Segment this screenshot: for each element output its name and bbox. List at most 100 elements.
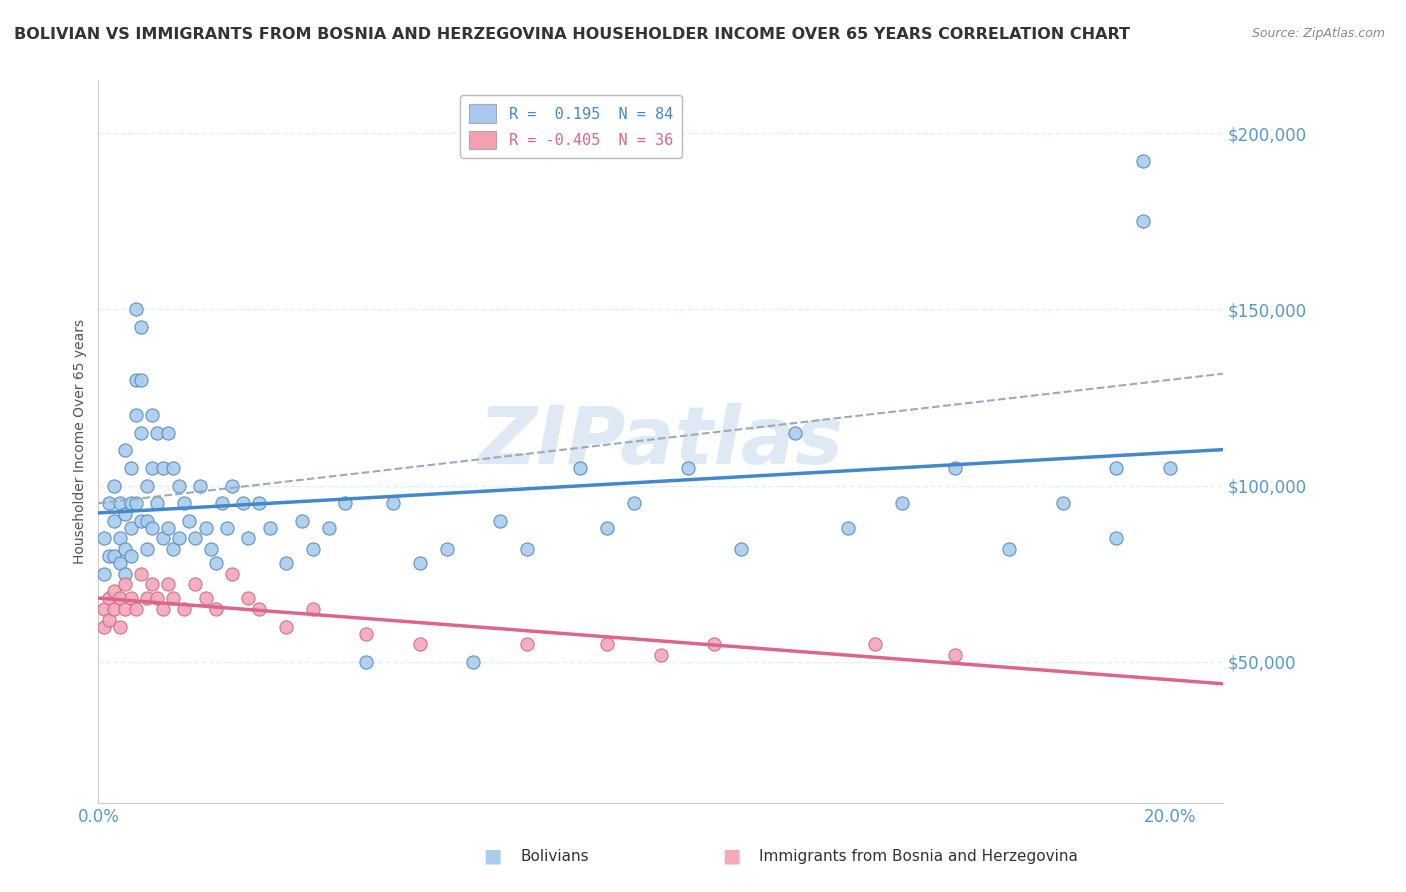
Point xyxy=(184,532,207,546)
Legend: R =  0.195  N = 84, R = -0.405  N = 36: R = 0.195 N = 84, R = -0.405 N = 36 xyxy=(460,95,682,159)
Point xyxy=(135,514,157,528)
Point xyxy=(179,514,201,528)
Point xyxy=(141,408,163,422)
Point xyxy=(1105,461,1128,475)
Point xyxy=(114,507,136,521)
Point xyxy=(409,637,432,651)
Point xyxy=(221,478,243,492)
Point xyxy=(114,443,136,458)
Point xyxy=(301,542,323,557)
Point xyxy=(114,566,136,581)
Point xyxy=(98,496,121,510)
Point xyxy=(108,496,131,510)
Point xyxy=(1132,214,1154,228)
Point xyxy=(596,637,619,651)
Point xyxy=(120,521,142,535)
Point xyxy=(146,425,169,440)
Point xyxy=(703,637,725,651)
Point xyxy=(98,591,121,606)
Point xyxy=(120,591,142,606)
Point xyxy=(162,461,184,475)
Point xyxy=(676,461,699,475)
Point xyxy=(205,556,228,570)
Point xyxy=(516,637,538,651)
Point xyxy=(232,496,254,510)
Point xyxy=(167,478,190,492)
Point xyxy=(103,602,125,616)
Point xyxy=(152,532,174,546)
Point xyxy=(1159,461,1181,475)
Point xyxy=(162,591,184,606)
Point xyxy=(333,496,356,510)
Point xyxy=(146,496,169,510)
Point xyxy=(274,619,297,633)
Point xyxy=(463,655,485,669)
Point xyxy=(141,461,163,475)
Point xyxy=(238,591,260,606)
Point xyxy=(259,521,281,535)
Text: ZIPatlas: ZIPatlas xyxy=(478,402,844,481)
Point xyxy=(516,542,538,557)
Point xyxy=(125,373,148,387)
Point xyxy=(125,496,148,510)
Point xyxy=(184,577,207,591)
Point xyxy=(382,496,405,510)
Point xyxy=(98,613,121,627)
Point xyxy=(125,302,148,317)
Point xyxy=(247,496,270,510)
Point xyxy=(205,602,228,616)
Point xyxy=(1132,154,1154,169)
Point xyxy=(890,496,912,510)
Point xyxy=(215,521,238,535)
Point xyxy=(157,425,180,440)
Point xyxy=(103,549,125,563)
Point xyxy=(1105,532,1128,546)
Point xyxy=(569,461,592,475)
Point xyxy=(194,591,217,606)
Point xyxy=(129,373,152,387)
Point xyxy=(1052,496,1074,510)
Text: Source: ZipAtlas.com: Source: ZipAtlas.com xyxy=(1251,27,1385,40)
Point xyxy=(837,521,859,535)
Point xyxy=(93,566,115,581)
Point xyxy=(238,532,260,546)
Point xyxy=(108,619,131,633)
Point xyxy=(152,602,174,616)
Point xyxy=(135,542,157,557)
Point xyxy=(98,549,121,563)
Point xyxy=(114,577,136,591)
Point xyxy=(945,461,967,475)
Point xyxy=(93,532,115,546)
Point xyxy=(354,626,377,640)
Text: Immigrants from Bosnia and Herzegovina: Immigrants from Bosnia and Herzegovina xyxy=(759,849,1078,863)
Point xyxy=(194,521,217,535)
Point xyxy=(436,542,458,557)
Point xyxy=(623,496,645,510)
Text: ■: ■ xyxy=(482,847,502,866)
Point xyxy=(129,566,152,581)
Point xyxy=(108,532,131,546)
Point xyxy=(863,637,886,651)
Point xyxy=(291,514,314,528)
Point xyxy=(157,577,180,591)
Point xyxy=(103,584,125,599)
Point xyxy=(125,408,148,422)
Point xyxy=(318,521,340,535)
Point xyxy=(108,591,131,606)
Text: Bolivians: Bolivians xyxy=(520,849,589,863)
Point xyxy=(129,425,152,440)
Point xyxy=(274,556,297,570)
Point xyxy=(93,602,115,616)
Point xyxy=(489,514,512,528)
Point xyxy=(129,514,152,528)
Y-axis label: Householder Income Over 65 years: Householder Income Over 65 years xyxy=(73,319,87,564)
Point xyxy=(120,549,142,563)
Point xyxy=(200,542,222,557)
Point xyxy=(409,556,432,570)
Point xyxy=(173,496,195,510)
Text: BOLIVIAN VS IMMIGRANTS FROM BOSNIA AND HERZEGOVINA HOUSEHOLDER INCOME OVER 65 YE: BOLIVIAN VS IMMIGRANTS FROM BOSNIA AND H… xyxy=(14,27,1130,42)
Point xyxy=(221,566,243,581)
Point xyxy=(108,556,131,570)
Point xyxy=(945,648,967,662)
Point xyxy=(141,577,163,591)
